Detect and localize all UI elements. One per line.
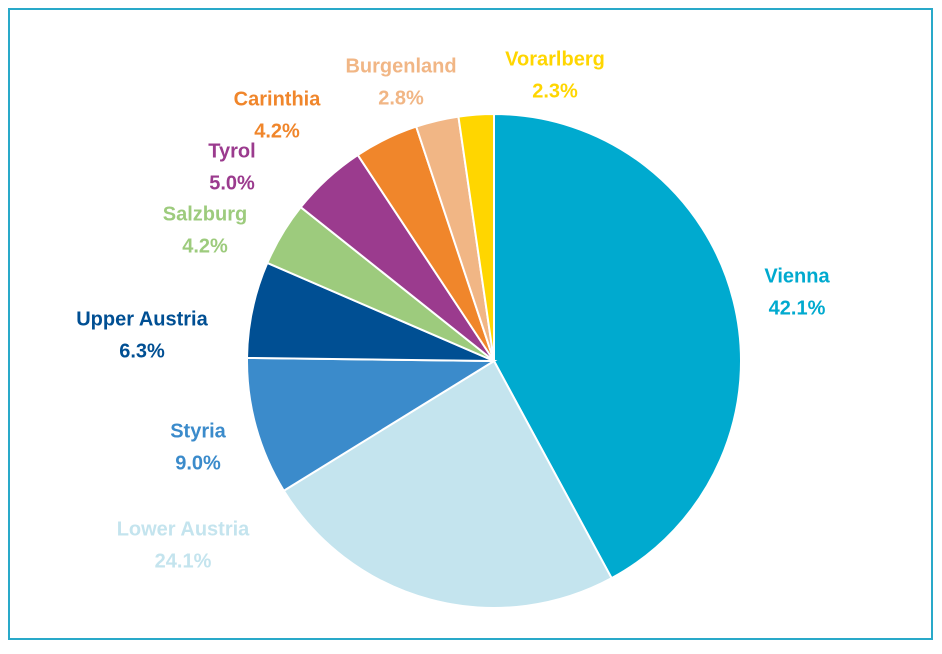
slice-value-label: 2.8% [378,87,424,109]
slice-name: Carinthia [234,88,322,110]
slice-name: Salzburg [163,203,247,225]
pie-slice [493,112,742,580]
slice-value-label: 42.1% [769,297,826,319]
slice-value-label: 4.2% [182,235,228,257]
pie-slice [457,112,495,362]
slice-value-label: 9.0% [175,452,221,474]
slice-name: Upper Austria [76,308,208,330]
slice-name: Lower Austria [117,518,250,540]
slice-value-label: 6.3% [119,340,165,362]
slice-value-label: 2.3% [532,80,578,102]
slice-value-label: 24.1% [155,550,212,572]
pie-slice [282,359,613,609]
slice-name: Tyrol [208,140,255,162]
slice-name: Vienna [764,265,830,287]
slice-name: Burgenland [345,55,456,77]
slice-name: Vorarlberg [505,48,605,70]
pie [246,112,742,609]
labels: Vienna 42.1% Lower Austria 24.1% Styria 9.0% U… [76,48,830,572]
slice-value-label: 5.0% [209,172,255,194]
slice-name: Styria [170,420,226,442]
slice-value-label: 4.2% [254,120,300,142]
pie-slice [246,356,498,493]
